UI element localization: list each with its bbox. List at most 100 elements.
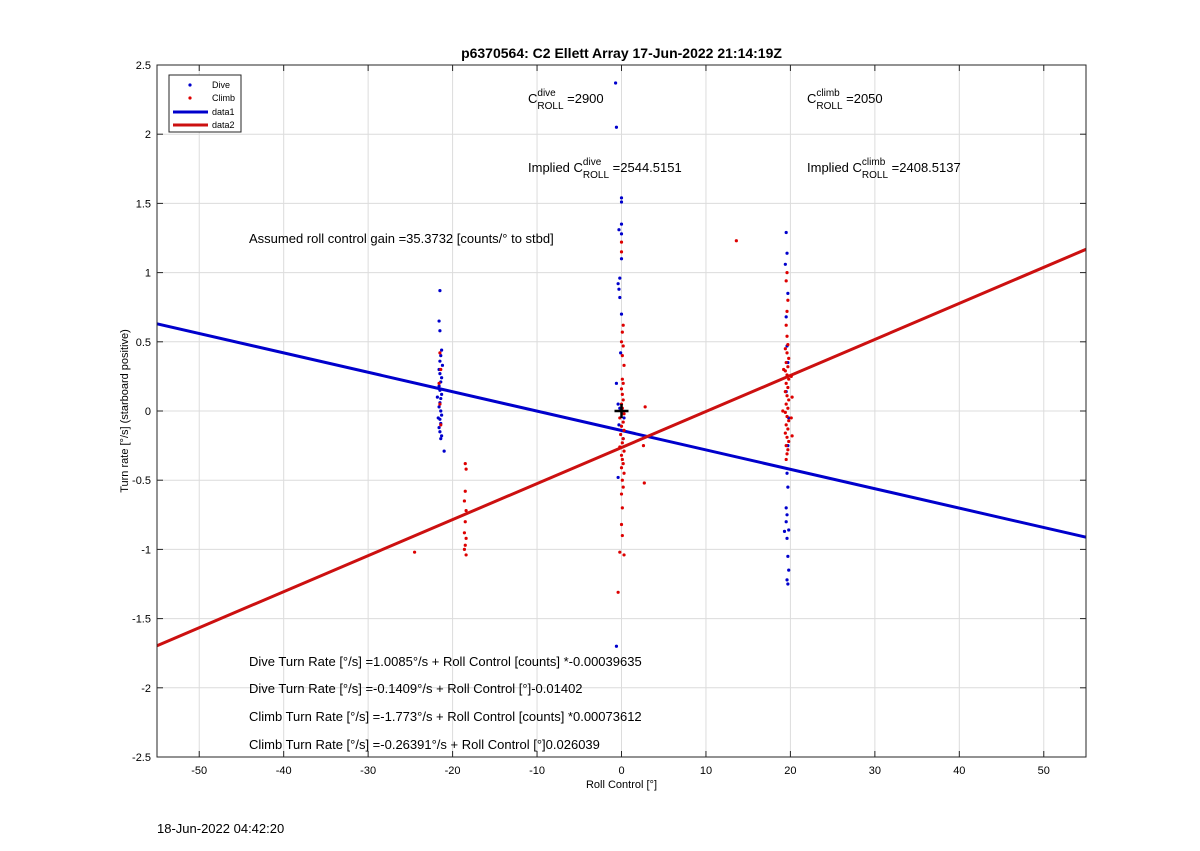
x-tick-label: -20 — [445, 765, 461, 777]
data-point-climb — [463, 461, 467, 466]
data-point-climb — [784, 402, 788, 406]
data-point-dive — [613, 81, 618, 85]
data-point-climb — [787, 377, 791, 381]
data-point-climb — [786, 342, 790, 347]
data-point-dive — [439, 354, 443, 358]
data-point-climb — [620, 330, 624, 334]
data-point-dive — [439, 409, 443, 413]
data-point-dive — [440, 363, 445, 367]
annotation-implied-climb: Implied Cclimb ROLL =2408.5137 — [807, 157, 961, 181]
y-axis-label: Turn rate [°/s] (starboard positive) — [119, 329, 131, 493]
legend-marker-dive — [188, 83, 192, 87]
chart-title: p6370564: C2 Ellett Array 17-Jun-2022 21… — [461, 45, 782, 61]
data-point-climb — [464, 536, 468, 540]
data-point-climb — [620, 506, 624, 510]
data-point-dive — [619, 222, 624, 226]
data-point-dive — [614, 125, 619, 129]
y-tick-label: 2 — [145, 129, 151, 141]
data-point-climb — [790, 434, 794, 438]
data-point-climb — [462, 499, 467, 503]
data-point-climb — [734, 239, 738, 243]
legend-label-data1: data1 — [212, 107, 235, 117]
data-point-climb — [789, 374, 793, 378]
x-tick-label: 20 — [784, 765, 796, 777]
y-tick-label: -1 — [141, 544, 151, 556]
x-tick-label: 10 — [700, 765, 712, 777]
data-point-dive — [619, 200, 624, 204]
data-point-dive — [785, 251, 789, 255]
data-point-dive — [622, 416, 626, 420]
data-point-dive — [439, 396, 443, 401]
data-point-climb — [464, 467, 468, 471]
data-point-climb — [619, 522, 624, 527]
data-point-climb — [785, 394, 789, 398]
data-point-climb — [783, 390, 787, 394]
data-point-climb — [462, 547, 467, 552]
data-point-climb — [641, 444, 646, 448]
legend-label-dive: Dive — [212, 80, 230, 90]
data-point-dive — [619, 257, 624, 261]
data-point-dive — [786, 554, 790, 558]
data-point-dive — [440, 392, 444, 396]
data-point-climb — [619, 492, 624, 496]
implied-dive-sub: ROLL — [583, 170, 610, 181]
y-tick-label: -2 — [141, 683, 151, 695]
y-tick-label: 1 — [145, 268, 151, 280]
data-point-dive — [617, 287, 621, 291]
data-point-climb — [785, 351, 789, 355]
annotation-eq-dive-counts: Dive Turn Rate [°/s] =1.0085°/s + Roll C… — [249, 654, 642, 669]
legend-box — [168, 74, 242, 133]
data-point-climb — [621, 485, 625, 489]
data-point-climb — [783, 347, 787, 351]
x-axis-label: Roll Control [°] — [586, 779, 657, 791]
data-point-climb — [787, 398, 791, 402]
data-point-climb — [786, 365, 790, 369]
data-point-dive — [617, 228, 621, 232]
data-point-dive — [782, 529, 787, 534]
data-point-climb — [786, 448, 790, 452]
data-point-dive — [784, 520, 788, 524]
data-point-dive — [440, 348, 444, 352]
data-point-climb — [785, 435, 789, 439]
data-point-dive — [617, 423, 621, 427]
annotations: Cdive ROLL =2900 Cclimb ROLL =2050 Implied… — [249, 88, 961, 752]
data-point-climb — [621, 398, 625, 402]
x-tick-label: 30 — [869, 765, 881, 777]
data-point-climb — [463, 520, 467, 524]
implied-climb-value: =2408.5137 — [888, 160, 961, 175]
data-point-climb — [618, 445, 622, 449]
data-point-climb — [616, 590, 620, 594]
legend-label-data2: data2 — [212, 120, 235, 130]
y-tick-label: -2.5 — [132, 752, 151, 764]
x-tick-label: 40 — [953, 765, 965, 777]
data-point-climb — [787, 419, 791, 423]
y-tick-label: 1.5 — [136, 198, 151, 210]
data-point-dive — [787, 528, 791, 532]
data-point-climb — [785, 414, 789, 419]
data-point-climb — [437, 381, 441, 385]
data-point-climb — [462, 531, 467, 535]
data-point-dive — [437, 384, 441, 388]
data-point-climb — [787, 356, 791, 361]
c-dive-value: =2900 — [564, 91, 604, 106]
data-point-dive — [787, 568, 791, 572]
data-point-climb — [619, 250, 624, 254]
fit-line-data2 — [156, 247, 1087, 648]
annotation-c-climb: Cclimb ROLL =2050 — [807, 88, 883, 112]
scatter-points — [412, 81, 794, 648]
data-point-dive — [616, 402, 620, 406]
c-dive-sub: ROLL — [537, 101, 564, 112]
c-climb-prefix: C — [807, 91, 816, 106]
c-dive-sup: dive — [537, 88, 556, 99]
data-point-climb — [621, 323, 625, 327]
data-point-dive — [784, 230, 788, 235]
data-point-climb — [790, 395, 794, 399]
data-point-climb — [786, 385, 790, 390]
data-point-climb — [785, 452, 789, 456]
implied-climb-prefix: Implied C — [807, 160, 862, 175]
c-dive-prefix: C — [528, 91, 537, 106]
data-point-climb — [618, 550, 622, 554]
legend: Dive Climb data1 data2 — [168, 74, 242, 133]
data-point-climb — [438, 351, 442, 355]
data-point-climb — [619, 432, 623, 437]
